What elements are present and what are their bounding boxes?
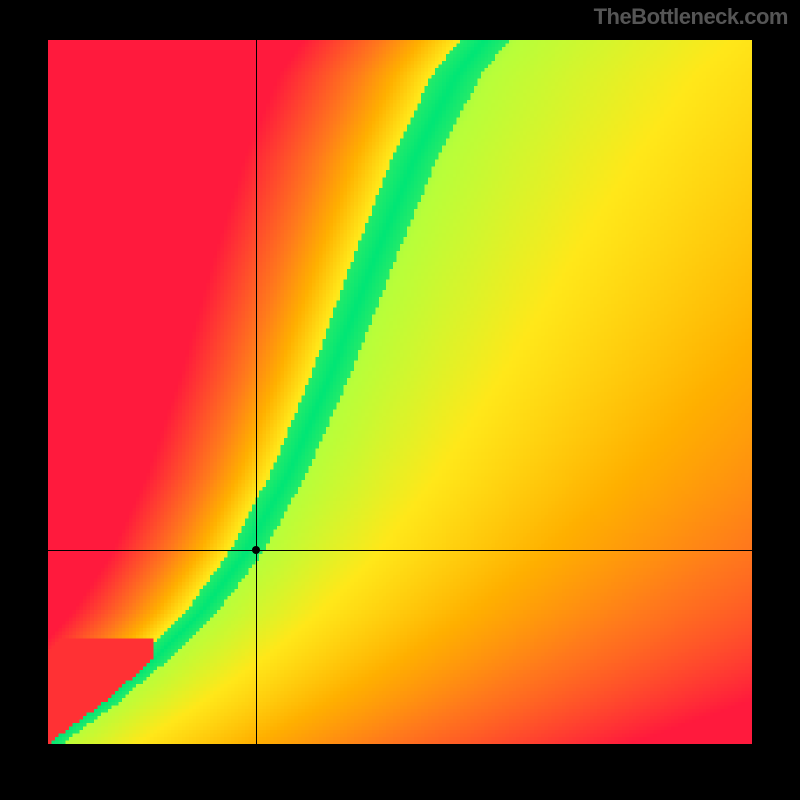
crosshair-horizontal bbox=[48, 550, 752, 551]
crosshair-marker bbox=[252, 546, 260, 554]
heatmap-plot bbox=[48, 40, 752, 744]
heatmap-canvas bbox=[48, 40, 752, 744]
watermark-text: TheBottleneck.com bbox=[594, 4, 788, 30]
crosshair-vertical bbox=[256, 40, 257, 744]
